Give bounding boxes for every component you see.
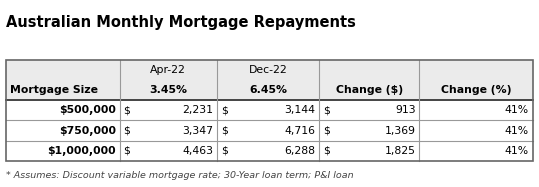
Text: $: $	[123, 146, 130, 156]
Text: 4,463: 4,463	[182, 146, 213, 156]
Text: Change ($): Change ($)	[336, 85, 403, 95]
Text: 41%: 41%	[505, 146, 529, 156]
Text: 6.45%: 6.45%	[249, 85, 287, 95]
Text: $: $	[123, 125, 130, 136]
Text: 4,716: 4,716	[285, 125, 316, 136]
Text: 41%: 41%	[505, 105, 529, 115]
Text: $750,000: $750,000	[59, 125, 116, 136]
Text: Australian Monthly Mortgage Repayments: Australian Monthly Mortgage Repayments	[6, 15, 356, 30]
Text: $: $	[220, 146, 227, 156]
Text: 913: 913	[395, 105, 416, 115]
Text: 1,825: 1,825	[385, 146, 416, 156]
Text: $: $	[123, 105, 130, 115]
Text: 3,347: 3,347	[182, 125, 213, 136]
Text: Mortgage Size: Mortgage Size	[10, 85, 98, 95]
Text: 3,144: 3,144	[285, 105, 316, 115]
Text: $: $	[323, 146, 330, 156]
Text: 6,288: 6,288	[285, 146, 316, 156]
Text: 3.45%: 3.45%	[149, 85, 187, 95]
Text: $: $	[323, 125, 330, 136]
Text: 1,369: 1,369	[385, 125, 416, 136]
Text: $: $	[323, 105, 330, 115]
Text: Dec-22: Dec-22	[249, 65, 288, 75]
Text: $500,000: $500,000	[59, 105, 116, 115]
Text: 2,231: 2,231	[182, 105, 213, 115]
Text: * Assumes: Discount variable mortgage rate; 30-Year loan term; P&I loan: * Assumes: Discount variable mortgage ra…	[6, 171, 354, 180]
Text: $: $	[220, 105, 227, 115]
Text: Apr-22: Apr-22	[150, 65, 186, 75]
Text: $1,000,000: $1,000,000	[47, 146, 116, 156]
Text: $: $	[220, 125, 227, 136]
Text: Change (%): Change (%)	[441, 85, 511, 95]
Text: 41%: 41%	[505, 125, 529, 136]
